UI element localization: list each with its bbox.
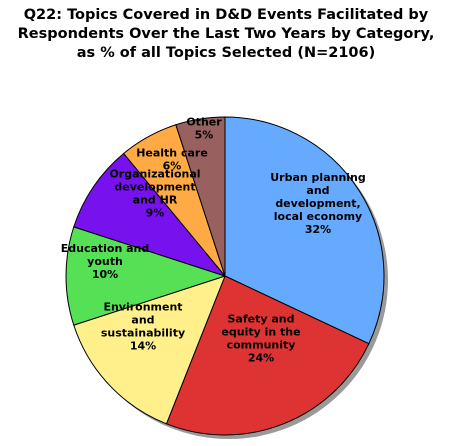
pie-slice-label-5: Organizational development and HR 9% xyxy=(109,168,200,220)
pie-slice-5 xyxy=(73,152,226,277)
pie-slice-value: 10% xyxy=(92,268,118,281)
pie-slice-category: and xyxy=(306,184,329,197)
pie-slices xyxy=(65,116,385,436)
pie-slice-category: Education and xyxy=(61,242,150,255)
pie-slice-category: Safety and xyxy=(228,313,295,326)
pie-slice-4 xyxy=(65,226,226,326)
pie-slice-label-7: Other 5% xyxy=(186,116,222,142)
pie-slice-category: sustainability xyxy=(101,327,185,340)
pie-slice-label-3: Environment and sustainability 14% xyxy=(101,301,185,353)
pie-slice-value: 14% xyxy=(130,340,156,353)
pie-slice-category: Other xyxy=(186,116,222,129)
pie-slice-value: 9% xyxy=(146,207,165,220)
pie-slice-2 xyxy=(165,275,370,436)
pie-slice-value: 5% xyxy=(195,129,214,142)
chart-title-line-2: Respondents Over the Last Two Years by C… xyxy=(17,26,435,42)
pie-slice-category: and HR xyxy=(133,194,178,207)
chart-title-line-1: Q22: Topics Covered in D&D Events Facili… xyxy=(23,7,429,23)
pie-slice-category: community xyxy=(227,339,296,352)
pie-slice-category: youth xyxy=(87,255,123,268)
pie-slice-label-2: Safety and equity in the community 24% xyxy=(221,313,300,365)
pie-slice-category: and xyxy=(131,314,154,327)
pie-slice-label-1: Urban planning and development, local econo… xyxy=(270,171,366,236)
pie-slice-category: local economy xyxy=(274,210,362,223)
pie-slice-1 xyxy=(224,116,385,345)
pie-slice-value: 24% xyxy=(248,352,274,365)
pie-slice-category: development xyxy=(114,181,195,194)
pie-slice-value: 6% xyxy=(163,160,182,173)
pie-slice-label-6: Health care 6% xyxy=(136,147,208,173)
pie-slice-category: equity in the xyxy=(221,326,300,339)
pie-slice-category: development, xyxy=(275,197,360,210)
chart-title: Q22: Topics Covered in D&D Events Facili… xyxy=(0,6,452,63)
pie-slice-category: Organizational xyxy=(109,168,200,181)
pie-slice-value: 32% xyxy=(305,223,331,236)
pie-slice-category: Environment xyxy=(103,301,182,314)
pie-slice-category: Urban planning xyxy=(270,171,366,184)
pie-slice-category: Health care xyxy=(136,147,208,160)
pie-slice-label-4: Education and youth 10% xyxy=(61,242,150,281)
chart-title-line-3: as % of all Topics Selected (N=2106) xyxy=(76,45,376,61)
pie-slice-7 xyxy=(175,116,226,277)
pie-labels: Urban planning and development, local econo… xyxy=(61,116,366,365)
